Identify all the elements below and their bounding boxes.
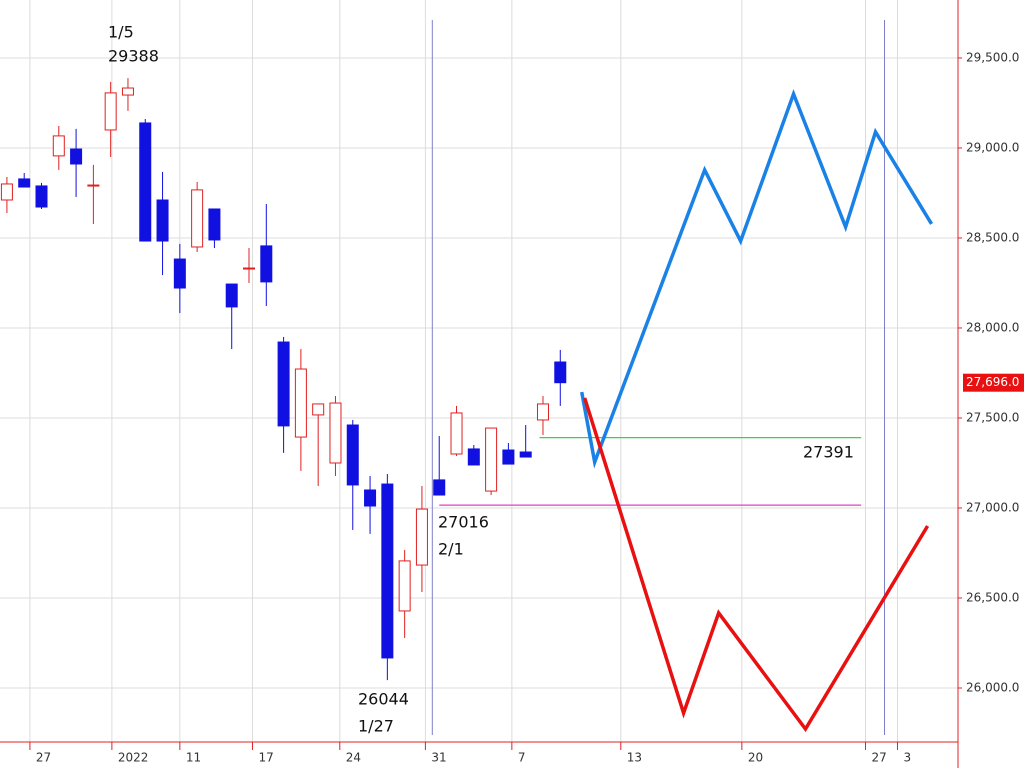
annotation: 1/27 [358, 717, 394, 736]
price-tag-label: 27,696.0 [966, 375, 1019, 389]
candle-body [294, 368, 307, 438]
candle-body [225, 283, 238, 308]
candle-body [243, 267, 256, 270]
y-tick-label: 26,500.0 [966, 590, 1019, 604]
candle-body [18, 178, 31, 188]
candle-body [139, 122, 152, 242]
candle-body [35, 185, 48, 208]
forecast-line [579, 88, 934, 469]
candle-body [191, 189, 204, 248]
price-tag [963, 373, 1024, 392]
candle-body [260, 245, 273, 283]
x-tick-label: 11 [186, 751, 201, 765]
candle-body [329, 402, 342, 464]
candle-body [208, 208, 221, 241]
candle-body [70, 148, 83, 165]
x-tick-label: 3 [903, 751, 911, 765]
y-tick-label: 28,000.0 [966, 320, 1019, 334]
candle-body [0, 183, 13, 201]
candle-body [554, 361, 567, 384]
candle-body [104, 92, 117, 131]
candle-body [536, 403, 549, 421]
candle-body [415, 508, 428, 566]
x-tick-label: 24 [346, 751, 361, 765]
x-tick-label: 17 [258, 751, 273, 765]
candle-body [364, 489, 377, 507]
x-tick-label: 13 [627, 751, 642, 765]
x-tick-label: 31 [431, 751, 446, 765]
y-tick-label: 27,000.0 [966, 500, 1019, 514]
annotation: 1/5 [108, 23, 134, 42]
x-tick-label: 7 [518, 751, 526, 765]
candle-body [346, 424, 359, 486]
candle-body [156, 199, 169, 242]
y-tick-label: 29,500.0 [966, 50, 1019, 64]
x-tick-label: 27 [871, 751, 886, 765]
candle-body [467, 448, 480, 466]
candle-body [52, 135, 65, 157]
candle-body [433, 479, 446, 496]
level-label: 27391 [803, 443, 854, 462]
x-tick-label: 2022 [118, 751, 149, 765]
forecast-line [582, 397, 930, 733]
x-tick-label: 27 [36, 751, 51, 765]
candle-body [450, 412, 463, 455]
y-tick-label: 26,000.0 [966, 680, 1019, 694]
y-tick-label: 28,500.0 [966, 230, 1019, 244]
candle-body [87, 184, 100, 187]
y-tick-label: 29,000.0 [966, 140, 1019, 154]
y-tick-label: 27,500.0 [966, 410, 1019, 424]
candle-body [502, 449, 515, 465]
candle-body [381, 483, 394, 659]
candle-body [277, 341, 290, 427]
annotation: 2/1 [438, 540, 464, 559]
candle-body [312, 403, 325, 416]
level-label: 27016 [438, 513, 489, 532]
annotation: 26044 [358, 690, 409, 709]
candle-body [485, 427, 498, 492]
x-tick-label: 20 [748, 751, 763, 765]
candle-body [519, 451, 532, 458]
annotation: 29388 [108, 47, 159, 66]
candle-body [173, 258, 186, 289]
candle-body [121, 87, 134, 96]
candle-body [398, 560, 411, 612]
